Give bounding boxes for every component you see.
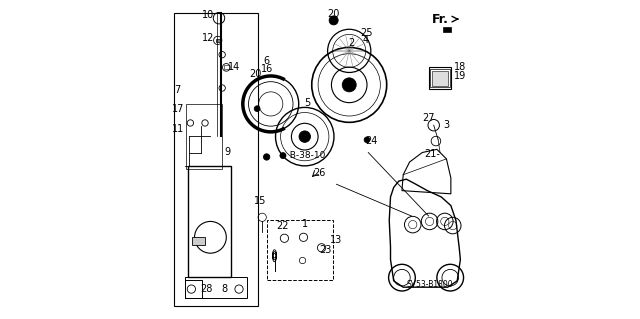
Text: 6: 6 [264, 56, 269, 66]
Text: 2: 2 [349, 38, 355, 48]
Text: 27: 27 [422, 113, 435, 122]
Bar [267, 220, 333, 279]
Text: 22: 22 [276, 220, 289, 231]
Bar [185, 277, 247, 298]
Text: 16: 16 [260, 64, 273, 74]
Text: 10: 10 [202, 10, 214, 20]
Bar [186, 104, 223, 169]
Text: 18: 18 [454, 62, 467, 72]
Bar [188, 166, 231, 277]
Text: 17: 17 [172, 104, 184, 114]
Text: 4: 4 [363, 35, 369, 45]
Bar [224, 65, 229, 69]
Bar [216, 39, 220, 42]
Circle shape [342, 78, 356, 92]
Text: 9: 9 [224, 146, 230, 157]
Text: 12: 12 [202, 33, 214, 43]
Text: 15: 15 [253, 197, 266, 206]
Bar [174, 13, 258, 306]
Circle shape [264, 154, 270, 160]
Text: 11: 11 [172, 124, 184, 134]
Text: 14: 14 [227, 62, 240, 72]
Text: 7: 7 [175, 85, 181, 95]
Bar [185, 280, 202, 298]
Bar [444, 27, 451, 32]
Text: 24: 24 [365, 136, 378, 146]
Text: 20: 20 [328, 9, 340, 19]
Text: 13: 13 [330, 235, 342, 246]
Text: Fr.: Fr. [431, 13, 449, 26]
Text: 21-: 21- [424, 149, 440, 159]
Text: ● B-38-10: ● B-38-10 [279, 151, 326, 160]
Text: 20: 20 [250, 69, 262, 79]
Text: 1: 1 [301, 219, 308, 229]
Bar [192, 237, 205, 245]
Circle shape [329, 16, 338, 25]
Text: 19: 19 [454, 71, 467, 81]
Bar [432, 70, 448, 86]
Text: SV53-B1800: SV53-B1800 [406, 280, 453, 289]
Circle shape [299, 131, 310, 142]
Text: 25: 25 [360, 28, 372, 38]
Text: 8: 8 [221, 284, 227, 294]
Text: 5: 5 [304, 98, 310, 108]
Bar [430, 69, 450, 87]
Circle shape [364, 137, 370, 143]
Circle shape [254, 106, 260, 112]
Text: 26: 26 [313, 168, 326, 178]
Text: 23: 23 [319, 245, 332, 255]
Bar [429, 67, 451, 89]
Text: 28: 28 [200, 284, 212, 294]
Text: 3: 3 [444, 120, 449, 130]
